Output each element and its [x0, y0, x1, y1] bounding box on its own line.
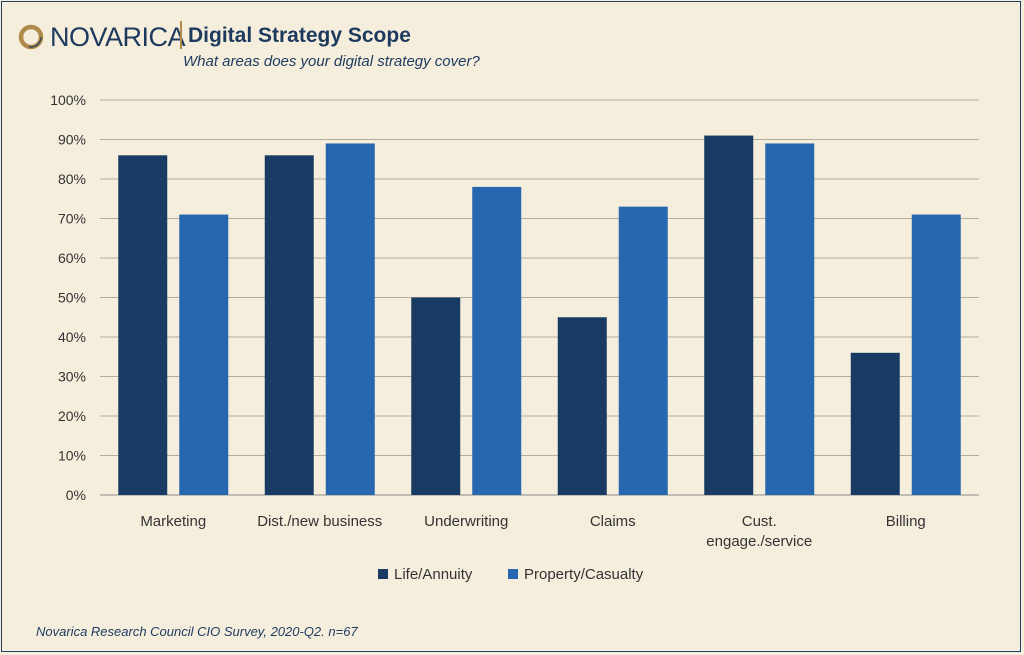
y-tick-label: 80% — [58, 171, 86, 187]
bar-property-casualty — [179, 214, 229, 496]
y-tick-label: 50% — [58, 290, 86, 306]
bar-life-annuity — [557, 317, 607, 495]
bar-chart: 0% 10% 20% 30% 40% 50% 60% 70% 80% 90% 100% Marketi… — [50, 92, 979, 583]
logo-divider — [180, 21, 182, 49]
bar-property-casualty — [618, 206, 668, 495]
bar-life-annuity — [411, 297, 461, 495]
chart-subtitle: What areas does your digital strategy co… — [183, 53, 480, 70]
bar-life-annuity — [704, 135, 754, 496]
logo-ring-icon — [18, 24, 44, 50]
x-category-label: Underwriting — [424, 513, 508, 530]
legend-swatch — [508, 569, 518, 579]
y-tick-label: 20% — [58, 408, 86, 424]
y-tick-label: 10% — [58, 448, 86, 464]
bar-property-casualty — [472, 186, 522, 495]
bar-life-annuity — [850, 352, 900, 495]
source-footnote: Novarica Research Council CIO Survey, 20… — [36, 624, 358, 639]
legend-swatch — [378, 569, 388, 579]
y-tick-label: 0% — [66, 487, 86, 503]
x-category-label: Dist./new business — [257, 513, 382, 530]
bar-property-casualty — [325, 143, 375, 495]
y-tick-label: 90% — [58, 132, 86, 148]
novarica-logo: NOVARICA — [18, 21, 186, 52]
y-tick-label: 100% — [50, 92, 86, 108]
y-tick-label: 40% — [58, 329, 86, 345]
x-category-label: engage./service — [706, 533, 812, 550]
x-category-label: Cust. — [742, 513, 777, 530]
bar-property-casualty — [911, 214, 961, 496]
x-category-label: Marketing — [140, 513, 206, 530]
bar-property-casualty — [765, 143, 815, 495]
y-tick-label: 60% — [58, 250, 86, 266]
y-tick-label: 30% — [58, 369, 86, 385]
legend-label: Property/Casualty — [524, 566, 644, 583]
logo-text: NOVARICA — [50, 21, 186, 52]
chart-title: Digital Strategy Scope — [188, 24, 411, 47]
legend-label: Life/Annuity — [394, 566, 473, 583]
bar-life-annuity — [118, 155, 168, 496]
y-tick-label: 70% — [58, 211, 86, 227]
x-category-label: Billing — [886, 513, 926, 530]
x-category-label: Claims — [590, 513, 636, 530]
bar-life-annuity — [264, 155, 314, 496]
